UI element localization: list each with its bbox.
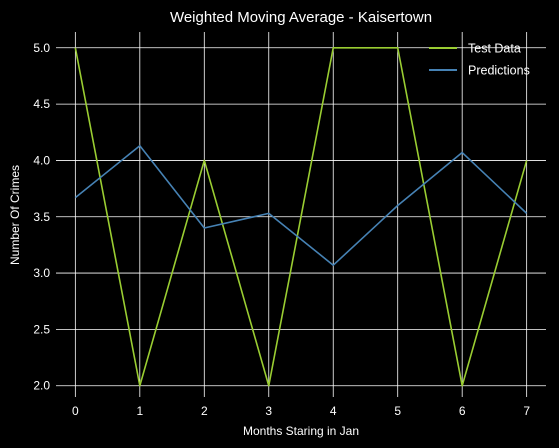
x-tick-label: 5 [394,404,401,418]
chart-title: Weighted Moving Average - Kaisertown [170,9,432,26]
grid [56,32,546,397]
x-tick-label: 7 [523,404,530,418]
y-tick-label: 2.5 [33,322,50,336]
y-tick-label: 3.0 [33,266,50,280]
y-tick-label: 2.0 [33,379,50,393]
x-tick-label: 0 [72,404,79,418]
y-tick-label: 5.0 [33,41,50,55]
tick-labels: 0 1 2 3 4 5 6 7 2.0 2.5 3.0 3.5 4.0 4.5 5.0 [33,41,530,418]
legend-entry-label: Test Data [468,42,521,56]
x-tick-label: 4 [330,404,337,418]
legend-entry-label: Predictions [468,64,530,78]
x-tick-label: 6 [459,404,466,418]
x-tick-label: 2 [201,404,208,418]
series-lines [74,46,528,387]
y-tick-label: 3.5 [33,210,50,224]
series-line-test-data [74,46,528,387]
y-tick-label: 4.0 [33,153,50,167]
y-tick-label: 4.5 [33,97,50,111]
x-tick-label: 3 [265,404,272,418]
y-axis-label: Number Of Crimes [8,165,22,265]
x-tick-label: 1 [136,404,143,418]
series-line-predictions [74,144,528,266]
x-axis-label: Months Staring in Jan [243,424,359,438]
legend: Test Data Predictions [429,42,530,78]
